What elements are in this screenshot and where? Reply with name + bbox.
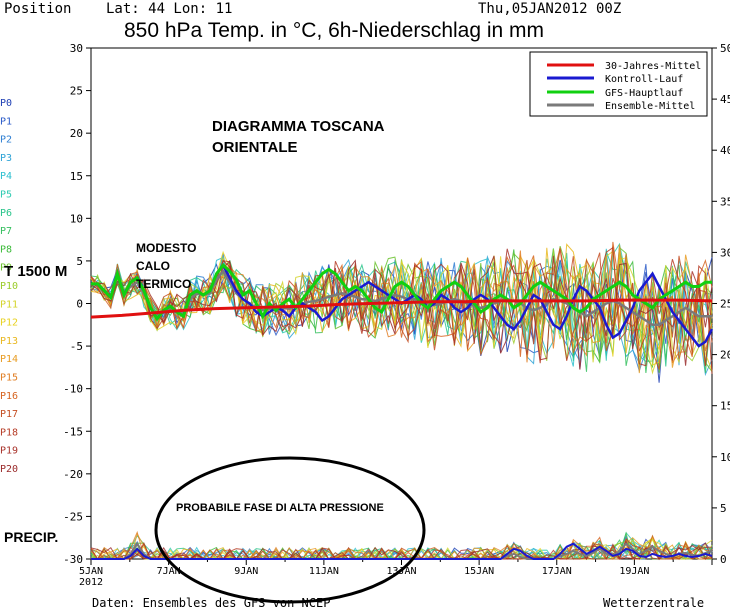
member-label-p11: P11 — [0, 299, 18, 310]
modest-line3: TERMICO — [136, 277, 191, 291]
right-tick-label: 0 — [720, 553, 727, 566]
left-axis-ticks: 30 25 20 15 10 5 0 -5 -10 -15 -20 -25 -30 — [63, 42, 91, 566]
member-label-p1: P1 — [0, 116, 12, 127]
right-tick-label: 5 — [720, 502, 727, 515]
altitude-label: T 1500 M — [4, 263, 67, 280]
left-tick-label: -10 — [63, 383, 83, 396]
main-run-series — [91, 263, 712, 322]
lat-lon-label: Lat: 44 Lon: 11 — [106, 1, 232, 17]
left-tick-label: -5 — [70, 340, 83, 353]
right-tick-label: 20 — [720, 349, 730, 362]
right-tick-label: 40 — [720, 144, 730, 157]
member-label-p12: P12 — [0, 318, 18, 329]
right-tick-label: 45 — [720, 93, 730, 106]
legend-label-mean: Ensemble-Mittel — [605, 101, 695, 112]
member-label-p17: P17 — [0, 409, 18, 420]
legend: 30-Jahres-Mittel Kontroll-Lauf GFS-Haupt… — [529, 51, 708, 117]
precip-control-series — [91, 542, 713, 560]
member-label-p7: P7 — [0, 226, 12, 237]
member-series-p15 — [90, 246, 713, 364]
right-tick-label: 50 — [720, 42, 730, 55]
diagram-title-line1: DIAGRAMMA TOSCANA — [212, 118, 385, 135]
precip-label: PRECIP. — [4, 529, 58, 545]
member-label-p3: P3 — [0, 153, 12, 164]
legend-label-control: Kontroll-Lauf — [605, 74, 683, 85]
member-label-p14: P14 — [0, 354, 18, 365]
member-label-p4: P4 — [0, 171, 12, 182]
member-label-p18: P18 — [0, 427, 18, 438]
member-label-p8: P8 — [0, 244, 12, 255]
legend-label-clim: 30-Jahres-Mittel — [605, 61, 701, 72]
precip-lines — [90, 530, 713, 561]
position-label: Position — [4, 1, 71, 17]
left-tick-label: 5 — [76, 255, 83, 268]
climatology-series — [90, 298, 713, 319]
high-pressure-ellipse — [154, 456, 426, 604]
member-label-p6: P6 — [0, 208, 12, 219]
right-tick-label: 35 — [720, 195, 730, 208]
x-tick-label: 19JAN — [619, 566, 649, 577]
right-tick-label: 15 — [720, 400, 730, 413]
left-tick-label: -15 — [63, 425, 83, 438]
left-tick-label: -20 — [63, 468, 83, 481]
x-tick-label: 2012 — [79, 577, 103, 588]
member-label-p5: P5 — [0, 190, 12, 201]
chart-title: 850 hPa Temp. in °C, 6h-Niederschlag in … — [124, 19, 544, 42]
x-tick-label: 17JAN — [542, 566, 572, 577]
member-precip-p20 — [90, 540, 713, 560]
member-label-p9: P9 — [0, 263, 12, 274]
ensemble-mean-series — [91, 268, 712, 327]
source-label: Daten: Ensembles des GFS von NCEP — [92, 596, 330, 609]
member-labels: P0 P1 P2 P3 P4 P5 P6 P7 P8 P9 P10 P11 P12 P13 P14 P15 P1… — [0, 98, 18, 475]
left-tick-label: 10 — [70, 212, 83, 225]
member-series-p13 — [90, 243, 713, 366]
left-tick-label: -30 — [63, 553, 83, 566]
member-series-p11 — [90, 250, 713, 375]
member-label-p10: P10 — [0, 281, 18, 292]
modest-line2: CALO — [136, 259, 170, 273]
member-label-p15: P15 — [0, 373, 18, 384]
member-label-p19: P19 — [0, 446, 18, 457]
member-lines — [90, 241, 713, 383]
left-tick-label: 20 — [70, 127, 83, 140]
modest-line1: MODESTO — [136, 241, 196, 255]
member-label-p2: P2 — [0, 135, 12, 146]
member-label-p20: P20 — [0, 464, 18, 475]
main-lines — [90, 262, 714, 348]
run-date: Thu,05JAN2012 00Z — [478, 1, 621, 17]
left-tick-label: 15 — [70, 170, 83, 183]
x-tick-label: 9JAN — [234, 566, 258, 577]
x-tick-label: 7JAN — [157, 566, 181, 577]
right-tick-label: 10 — [720, 451, 730, 464]
diagram-title-line2: ORIENTALE — [212, 139, 298, 156]
left-tick-label: 30 — [70, 42, 83, 55]
high-pressure-label: PROBABILE FASE DI ALTA PRESSIONE — [176, 502, 384, 514]
member-label-p13: P13 — [0, 336, 18, 347]
member-series-p6 — [90, 249, 713, 367]
x-tick-label: 15JAN — [464, 566, 494, 577]
member-label-p0: P0 — [0, 98, 12, 109]
left-tick-label: 0 — [76, 298, 83, 311]
brand-label: Wetterzentrale — [603, 596, 704, 609]
member-label-p16: P16 — [0, 391, 18, 402]
left-tick-label: -25 — [63, 510, 83, 523]
x-tick-label: 5JAN — [79, 566, 103, 577]
left-tick-label: 25 — [70, 85, 83, 98]
right-tick-label: 25 — [720, 298, 730, 311]
legend-label-main: GFS-Hauptlauf — [605, 88, 683, 99]
right-tick-label: 30 — [720, 246, 730, 259]
x-tick-label: 11JAN — [309, 566, 339, 577]
